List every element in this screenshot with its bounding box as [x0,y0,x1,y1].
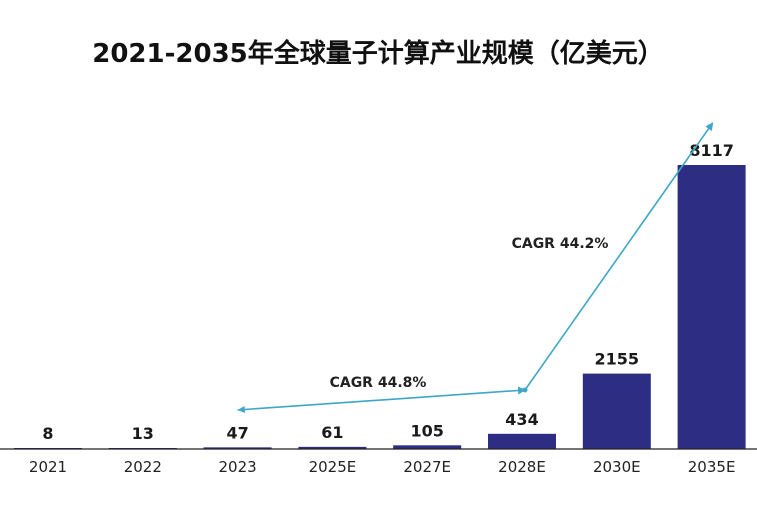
cagr-label-2: CAGR 44.2% [512,236,609,252]
value-label-2022: 13 [132,424,154,443]
x-tick-label-2035e: 2035E [688,458,736,476]
x-tick-label-2022: 2022 [124,458,162,476]
value-label-2025e: 61 [321,423,343,442]
x-tick-label-2023: 2023 [219,458,257,476]
bars-layer [14,165,746,449]
value-label-2030e: 2155 [595,350,640,369]
cagr-arrow-1 [237,386,526,411]
chart-title: 2021-2035年全球量子计算产业规模（亿美元） [92,38,664,69]
value-label-2027e: 105 [410,421,443,440]
x-tick-label-2025e: 2025E [309,458,357,476]
x-tick-label-2028e: 2028E [498,458,546,476]
bar-2035e [677,165,746,449]
value-label-2035e: 8117 [689,141,734,160]
bar-2027e [393,445,462,449]
bar-2025e [298,446,367,449]
cagr-label-1: CAGR 44.8% [330,375,427,391]
x-tick-labels-layer: 2021 2022 2023 2025E 2027E 2028E 2030E 2035E [29,458,736,476]
x-tick-label-2030e: 2030E [593,458,641,476]
x-tick-label-2021: 2021 [29,458,67,476]
cagr-arrow-1-start-head [237,406,246,413]
value-labels-layer: 8 13 47 61 105 434 2155 8117 [42,141,733,443]
cagr-arrow-joint [522,387,528,393]
bar-2030e [582,373,651,449]
value-label-2021: 8 [42,424,53,443]
cagr-annotations-layer: CAGR 44.8% CAGR 44.2% [237,122,714,413]
value-label-2028e: 434 [505,410,538,429]
value-label-2023: 47 [226,423,248,442]
bar-2028e [488,433,556,449]
x-tick-label-2027e: 2027E [403,458,451,476]
cagr-arrow-2 [524,122,714,391]
bar-2023 [203,447,272,449]
